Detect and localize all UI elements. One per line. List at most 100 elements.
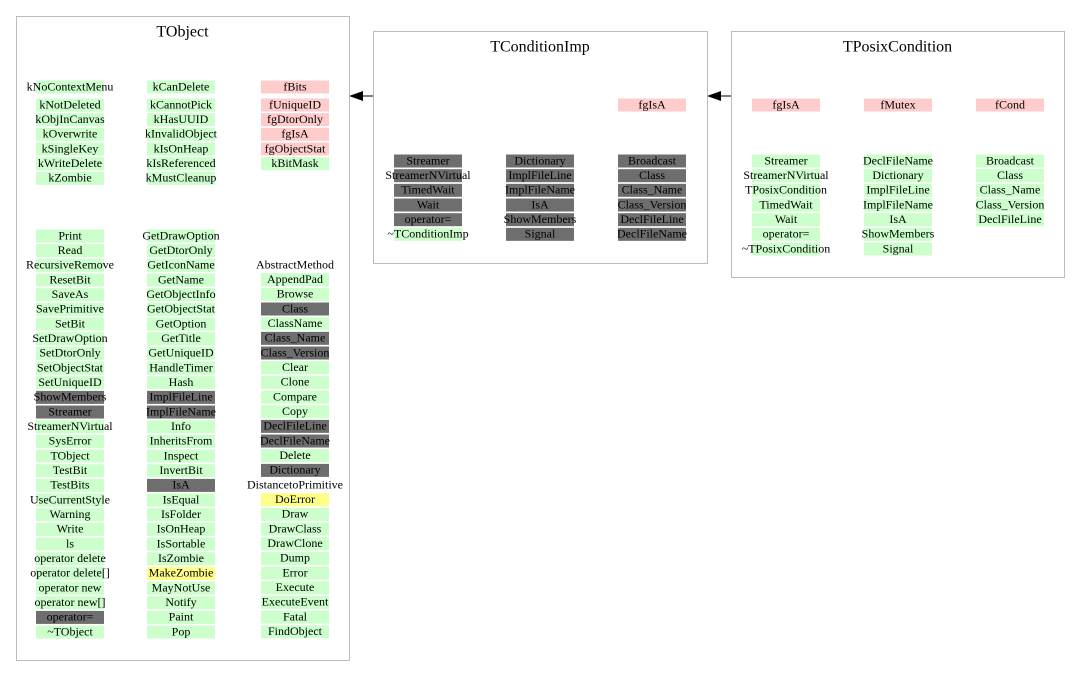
item-bg: [36, 171, 104, 185]
item-bg: [261, 80, 329, 94]
item-bg: [36, 229, 104, 243]
item-label: ImplFileLine: [508, 168, 571, 182]
item-bg: [147, 302, 215, 316]
item-bg: [976, 98, 1044, 112]
item-bg: [506, 169, 574, 183]
item-label: operator new: [39, 580, 102, 594]
item-bg: [147, 449, 215, 463]
item-label: Hash: [169, 375, 194, 389]
item-bg: [147, 464, 215, 478]
item-bg: [261, 581, 329, 595]
item-label: Signal: [883, 241, 914, 255]
item-label: Class: [282, 301, 308, 315]
item-label: Inspect: [164, 448, 199, 462]
item-label: IsA: [531, 197, 549, 211]
item-label: kSingleKey: [42, 141, 99, 155]
item-bg: [147, 258, 215, 272]
item-label: AbstractMethod: [256, 257, 334, 271]
item-bg: [147, 581, 215, 595]
item-bg: [261, 463, 329, 477]
item-label: GetOption: [156, 316, 207, 330]
item-label: Class_Name: [622, 183, 683, 197]
item-bg: [36, 258, 104, 272]
item-label: ~TObject: [47, 624, 93, 638]
item-bg: [261, 375, 329, 389]
item-label: InvertBit: [159, 463, 203, 477]
item-label: Wait: [417, 197, 440, 211]
item-bg: [261, 610, 329, 624]
item-bg: [394, 213, 462, 227]
item-label: ResetBit: [49, 272, 91, 286]
item-bg: [147, 522, 215, 536]
item-bg: [147, 390, 215, 404]
item-label: kIsReferenced: [146, 156, 215, 170]
item-label: ShowMembers: [34, 390, 107, 404]
item-label: TimedWait: [759, 197, 813, 211]
item-label: kObjInCanvas: [35, 112, 105, 126]
item-label: DeclFileLine: [978, 212, 1041, 226]
item-bg: [147, 288, 215, 302]
item-label: Streamer: [406, 153, 449, 167]
item-label: kHasUUID: [154, 112, 209, 126]
item-label: SetDrawOption: [32, 331, 107, 345]
item-bg: [36, 288, 104, 302]
item-bg: [976, 183, 1044, 197]
item-label: kZombie: [48, 171, 91, 185]
item-bg: [618, 169, 686, 183]
item-bg: [147, 596, 215, 610]
item-label: Copy: [282, 404, 308, 418]
item-bg: [261, 493, 329, 507]
item-label: FindObject: [268, 624, 323, 638]
item-bg: [506, 213, 574, 227]
item-bg: [261, 127, 329, 141]
item-label: fCond: [995, 97, 1025, 111]
class-title: TObject: [156, 24, 209, 41]
item-label: GetObjectInfo: [146, 287, 215, 301]
item-label: ~TPosixCondition: [742, 241, 831, 255]
item-label: Error: [282, 565, 307, 579]
item-bg: [36, 581, 104, 595]
item-label: StreamerNVirtual: [385, 168, 471, 182]
item-bg: [36, 142, 104, 156]
item-bg: [147, 376, 215, 390]
item-bg: [394, 227, 462, 241]
item-bg: [36, 376, 104, 390]
item-label: kIsOnHeap: [154, 141, 209, 155]
item-label: ImplFileName: [863, 197, 933, 211]
item-label: Class_Version: [618, 197, 687, 211]
item-bg: [36, 464, 104, 478]
item-bg: [261, 317, 329, 331]
item-bg: [261, 405, 329, 419]
class-title: TPosixCondition: [843, 39, 952, 56]
item-bg: [36, 508, 104, 522]
item-label: SetDtorOnly: [39, 346, 100, 360]
item-label: Warning: [49, 507, 90, 521]
item-label: Write: [57, 522, 84, 536]
item-label: DrawClass: [269, 521, 322, 535]
item-bg: [752, 213, 820, 227]
item-label: Dictionary: [514, 153, 565, 167]
item-bg: [261, 551, 329, 565]
item-bg: [261, 346, 329, 360]
item-label: kNoContextMenu: [27, 79, 114, 93]
item-label: RecursiveRemove: [26, 258, 114, 272]
item-bg: [36, 405, 104, 419]
item-label: ShowMembers: [862, 227, 935, 241]
item-label: DistancetoPrimitive: [247, 477, 343, 491]
item-label: TestBit: [53, 463, 88, 477]
item-bg: [147, 229, 215, 243]
item-label: Browse: [277, 287, 314, 301]
item-bg: [36, 244, 104, 258]
item-bg: [618, 183, 686, 197]
item-bg: [864, 198, 932, 212]
item-label: ~TConditionImp: [387, 227, 468, 241]
item-bg: [147, 537, 215, 551]
item-bg: [261, 273, 329, 287]
item-label: Broadcast: [628, 153, 677, 167]
item-label: operator=: [405, 212, 452, 226]
item-bg: [147, 273, 215, 287]
item-bg: [36, 346, 104, 360]
item-label: TestBits: [50, 478, 89, 492]
item-bg: [147, 127, 215, 141]
item-label: Fatal: [283, 609, 308, 623]
